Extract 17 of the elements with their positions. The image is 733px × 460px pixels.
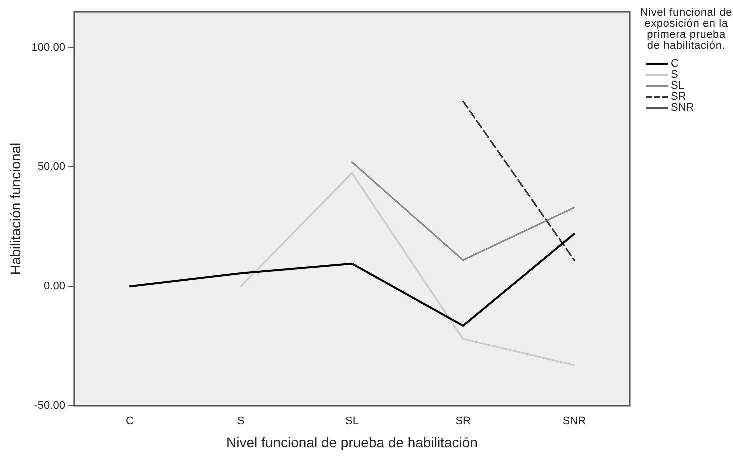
x-tick-label: S [237,416,245,428]
y-axis-title: Habilitación funcional [7,142,24,276]
legend-label: C [671,58,679,70]
x-axis-title: Nivel funcional de prueba de habilitación [226,434,478,450]
x-tick-label: SNR [562,416,586,428]
y-tick-label: -50.00 [34,400,66,412]
x-tick-label: SR [456,416,472,428]
legend-label: SNR [671,102,694,114]
y-tick-label: 0.00 [44,280,66,293]
legend-title: Nivel funcional de exposición en la primera prueba de habilitación. [640,7,733,52]
legend-label: S [671,68,678,80]
y-tick-label: 100.00 [32,42,66,54]
y-tick-label: 50.00 [38,161,66,174]
legend-label: SL [671,80,684,92]
x-tick-label: SL [345,416,359,428]
x-tick-label: C [126,416,134,428]
legend-label: SR [671,90,686,102]
